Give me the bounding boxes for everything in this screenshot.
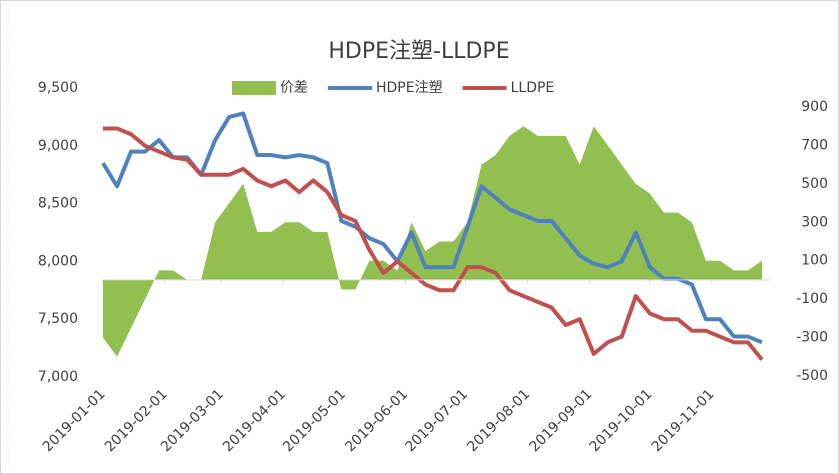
- y2-tick-label: 500: [801, 176, 828, 192]
- y-tick-label: 7,500: [38, 311, 78, 327]
- y2-tick-label: 900: [801, 99, 828, 115]
- legend-label: LLDPE: [511, 80, 555, 96]
- y2-tick-label: -500: [796, 368, 828, 384]
- legend-label: HDPE注塑: [376, 80, 443, 96]
- y-tick-label: 7,000: [38, 369, 78, 385]
- y-tick-label: 8,500: [38, 196, 78, 212]
- y2-tick-label: 300: [801, 214, 828, 230]
- y2-tick-label: 700: [801, 137, 828, 153]
- legend-label: 价差: [280, 80, 308, 96]
- line-series: [101, 111, 763, 345]
- chart-title: HDPE注塑-LLDPE: [328, 39, 509, 64]
- legend-swatch: [232, 81, 276, 95]
- y-tick-label: 9,500: [38, 80, 78, 96]
- y2-tick-label: 100: [801, 253, 828, 269]
- y2-tick-label: -100: [796, 291, 828, 307]
- spread-area: [103, 126, 762, 357]
- y-tick-label: 9,000: [38, 138, 78, 154]
- y2-tick-label: -300: [796, 330, 828, 346]
- line-series: [103, 126, 764, 361]
- y-tick-label: 8,000: [38, 253, 78, 269]
